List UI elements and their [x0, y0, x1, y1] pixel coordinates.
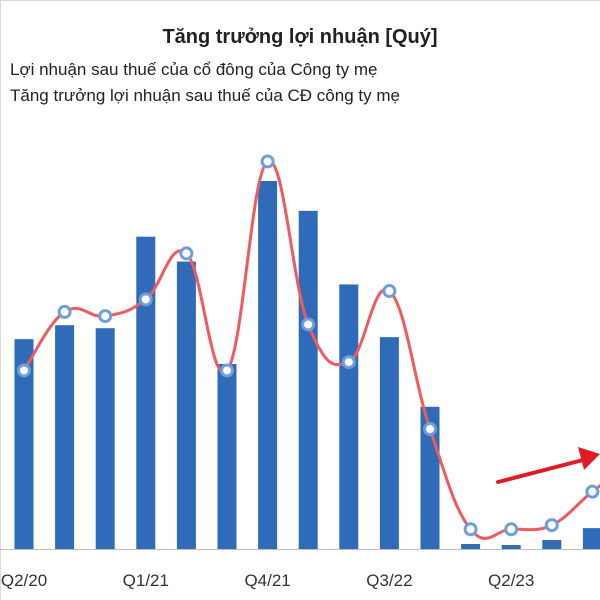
bar-mark [258, 181, 278, 549]
line-point-marker [585, 484, 600, 499]
line-point-marker [220, 363, 234, 378]
line-point-marker [57, 304, 72, 319]
line-point-marker [504, 522, 519, 537]
x-tick-label: Q2/23 [488, 571, 534, 590]
trend-arrow-head [578, 447, 600, 470]
line-point-marker [17, 363, 31, 378]
x-tick-label: Q2/20 [1, 571, 47, 590]
line-point-marker [98, 309, 113, 324]
line-point-marker [179, 246, 194, 261]
chart-title: Tăng trưởng lợi nhuận [Quý] [162, 26, 438, 48]
x-tick-label: Q4/21 [244, 571, 290, 590]
bar-mark [55, 325, 75, 549]
line-point-marker [544, 518, 559, 533]
bar-mark [298, 210, 318, 550]
bar-mark [542, 540, 562, 549]
line-point-marker [138, 292, 153, 307]
bar-mark [14, 339, 34, 549]
bar-mark [176, 261, 196, 549]
bar-mark [582, 528, 600, 549]
line-point-marker [341, 355, 356, 370]
line-point-marker [463, 522, 478, 537]
bar-mark [339, 284, 359, 549]
bar-mark [379, 337, 399, 549]
bar-mark [136, 236, 156, 549]
line-point-marker [382, 284, 397, 299]
line-point-marker [260, 154, 275, 169]
legend-line-series: Tăng trưởng lợi nhuận sau thuế của CĐ cô… [10, 86, 400, 105]
bar-mark [217, 364, 237, 549]
line-point-marker [423, 421, 437, 436]
bar-mark [501, 545, 521, 549]
trend-arrow-shaft [496, 458, 585, 484]
bar-mark [461, 544, 481, 549]
bar-mark [95, 328, 115, 549]
legend-bar-series: Lợi nhuận sau thuế của cổ đông của Công … [10, 60, 378, 79]
x-tick-label: Q3/22 [366, 571, 412, 590]
line-point-marker [301, 317, 316, 332]
x-tick-label: Q1/21 [123, 571, 169, 590]
